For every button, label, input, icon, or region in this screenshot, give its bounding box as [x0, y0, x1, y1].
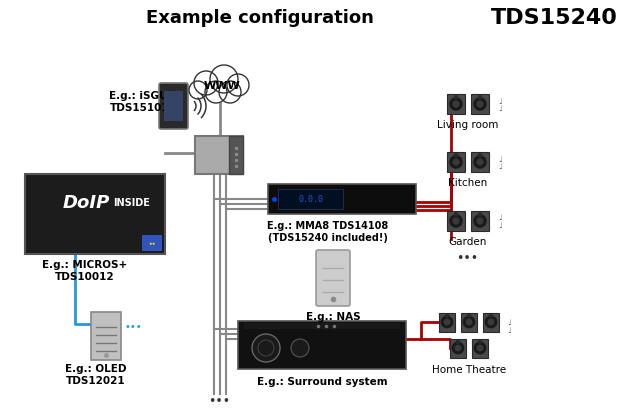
Text: TDS15240: TDS15240 [491, 8, 617, 28]
Circle shape [450, 216, 462, 228]
FancyBboxPatch shape [447, 95, 465, 115]
Circle shape [463, 316, 474, 328]
FancyBboxPatch shape [195, 137, 243, 175]
Text: 0.0.0: 0.0.0 [299, 195, 324, 204]
Text: ♩: ♩ [498, 96, 502, 105]
FancyBboxPatch shape [244, 323, 400, 329]
Circle shape [210, 66, 238, 94]
Text: Garden: Garden [449, 236, 487, 247]
Circle shape [466, 320, 472, 325]
Circle shape [477, 102, 483, 108]
Text: ♩: ♩ [498, 220, 502, 229]
FancyBboxPatch shape [25, 175, 165, 254]
FancyBboxPatch shape [91, 312, 121, 360]
Circle shape [227, 75, 249, 97]
Circle shape [442, 316, 453, 328]
Text: •••: ••• [456, 252, 478, 264]
FancyBboxPatch shape [471, 95, 489, 115]
Text: Kitchen: Kitchen [448, 178, 487, 188]
FancyBboxPatch shape [450, 339, 466, 358]
Text: Example configuration: Example configuration [146, 9, 374, 27]
Circle shape [450, 99, 462, 111]
Circle shape [477, 160, 483, 166]
Text: ♩: ♩ [498, 213, 502, 222]
Circle shape [478, 345, 483, 351]
Text: E.g.: MMA8 TDS14108
(TDS15240 included!): E.g.: MMA8 TDS14108 (TDS15240 included!) [268, 221, 389, 242]
Circle shape [477, 218, 483, 224]
Circle shape [478, 97, 482, 100]
Text: ♩: ♩ [498, 161, 502, 170]
FancyBboxPatch shape [164, 92, 183, 122]
Circle shape [252, 334, 280, 362]
Text: E.g.: MICROS+
TDS10012: E.g.: MICROS+ TDS10012 [42, 260, 128, 281]
Circle shape [205, 82, 227, 104]
FancyBboxPatch shape [483, 313, 499, 332]
Circle shape [445, 314, 448, 318]
FancyBboxPatch shape [268, 185, 416, 214]
Circle shape [453, 218, 459, 224]
FancyBboxPatch shape [142, 235, 162, 252]
Text: E.g.: iSGUI
TDS15101: E.g.: iSGUI TDS15101 [109, 91, 171, 112]
FancyBboxPatch shape [461, 313, 478, 332]
Text: E.g.: Surround system: E.g.: Surround system [256, 376, 388, 386]
Circle shape [478, 213, 482, 216]
Text: ♩: ♩ [507, 318, 511, 327]
Text: •••: ••• [208, 394, 230, 407]
FancyBboxPatch shape [471, 152, 489, 173]
Circle shape [485, 316, 497, 328]
Circle shape [488, 320, 494, 325]
FancyBboxPatch shape [229, 137, 243, 175]
Circle shape [474, 157, 486, 169]
Circle shape [474, 342, 486, 354]
Text: DoIP: DoIP [63, 194, 111, 211]
FancyBboxPatch shape [447, 152, 465, 173]
Text: ♩: ♩ [498, 103, 502, 112]
Text: •••: ••• [124, 321, 142, 331]
Circle shape [489, 314, 492, 318]
Text: ♩: ♩ [498, 154, 502, 163]
Circle shape [479, 340, 481, 343]
Circle shape [455, 213, 458, 216]
Circle shape [189, 82, 207, 100]
FancyBboxPatch shape [238, 321, 406, 369]
Text: Home Theatre: Home Theatre [432, 364, 506, 374]
Circle shape [478, 154, 482, 157]
Circle shape [455, 154, 458, 157]
Circle shape [455, 345, 461, 351]
FancyBboxPatch shape [438, 313, 455, 332]
Circle shape [194, 72, 218, 96]
Circle shape [444, 320, 450, 325]
Circle shape [455, 97, 458, 100]
Text: INSIDE: INSIDE [113, 197, 150, 207]
Text: ♩: ♩ [507, 325, 511, 334]
Circle shape [453, 160, 459, 166]
Circle shape [474, 99, 486, 111]
Circle shape [291, 339, 309, 357]
Circle shape [474, 216, 486, 228]
Circle shape [219, 82, 241, 104]
FancyBboxPatch shape [159, 84, 188, 130]
FancyBboxPatch shape [472, 339, 488, 358]
FancyBboxPatch shape [447, 211, 465, 232]
Text: E.g.: OLED
TDS12021: E.g.: OLED TDS12021 [65, 363, 127, 385]
Text: WWW: WWW [204, 81, 240, 91]
Text: ★★: ★★ [148, 242, 156, 245]
FancyBboxPatch shape [471, 211, 489, 232]
FancyBboxPatch shape [278, 190, 343, 209]
Circle shape [453, 102, 459, 108]
FancyBboxPatch shape [316, 250, 350, 306]
Text: Living room: Living room [437, 120, 499, 130]
Circle shape [452, 342, 464, 354]
Circle shape [468, 314, 471, 318]
Text: E.g.: NAS: E.g.: NAS [306, 311, 360, 321]
Circle shape [456, 340, 460, 343]
Circle shape [450, 157, 462, 169]
